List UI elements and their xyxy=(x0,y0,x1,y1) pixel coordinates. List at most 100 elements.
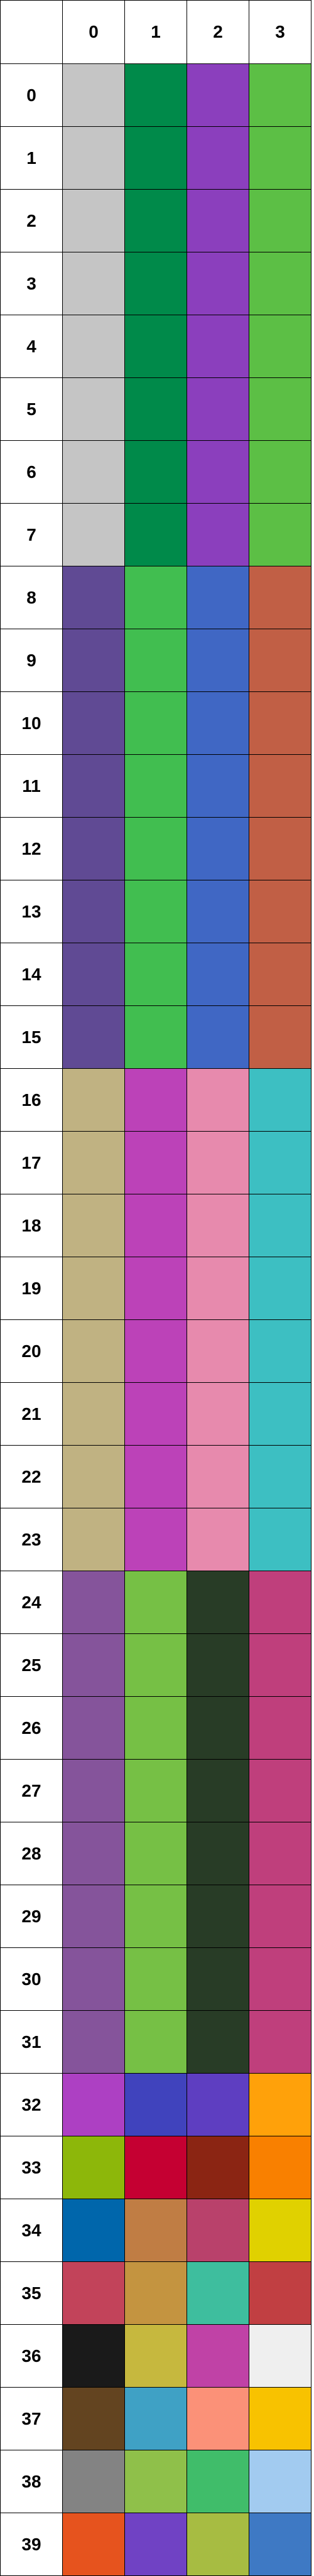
color-cell xyxy=(249,629,311,692)
color-cell xyxy=(187,1571,249,1634)
row-label: 35 xyxy=(0,2261,63,2325)
color-cell xyxy=(62,1131,125,1194)
color-cell xyxy=(124,817,187,880)
row-label: 11 xyxy=(0,754,63,818)
table-row: 6 xyxy=(0,440,311,504)
color-cell xyxy=(187,817,249,880)
color-cell xyxy=(124,1759,187,1822)
color-cell xyxy=(249,126,311,190)
color-cell xyxy=(124,2199,187,2262)
color-cell xyxy=(249,1194,311,1257)
color-cell xyxy=(124,1947,187,2011)
color-cell xyxy=(249,1885,311,1948)
row-label: 37 xyxy=(0,2387,63,2450)
color-cell xyxy=(187,943,249,1006)
color-cell xyxy=(249,1445,311,1508)
color-cell xyxy=(249,377,311,441)
row-label: 19 xyxy=(0,1257,63,1320)
color-cell xyxy=(62,2136,125,2199)
color-cell xyxy=(187,1319,249,1383)
color-cell xyxy=(249,1257,311,1320)
row-label: 27 xyxy=(0,1759,63,1822)
table-row: 19 xyxy=(0,1257,311,1320)
row-label: 17 xyxy=(0,1131,63,1194)
color-cell xyxy=(187,1382,249,1446)
color-cell xyxy=(249,440,311,504)
color-cell xyxy=(249,1822,311,1885)
table-row: 20 xyxy=(0,1319,311,1383)
color-cell xyxy=(124,1005,187,1069)
table-row: 17 xyxy=(0,1131,311,1194)
color-cell xyxy=(62,754,125,818)
color-cell xyxy=(62,63,125,127)
color-cell xyxy=(62,2261,125,2325)
color-cell xyxy=(62,1571,125,1634)
table-row: 33 xyxy=(0,2136,311,2199)
color-cell xyxy=(124,126,187,190)
color-cell xyxy=(124,1822,187,1885)
color-cell xyxy=(187,1257,249,1320)
color-cell xyxy=(187,691,249,755)
color-cell xyxy=(187,1445,249,1508)
table-row: 34 xyxy=(0,2199,311,2262)
color-cell xyxy=(187,315,249,378)
row-label: 7 xyxy=(0,503,63,566)
color-cell xyxy=(249,1005,311,1069)
row-label: 12 xyxy=(0,817,63,880)
color-cell xyxy=(187,440,249,504)
color-cell xyxy=(249,315,311,378)
color-cell xyxy=(62,2324,125,2388)
color-cell xyxy=(124,1571,187,1634)
color-cell xyxy=(62,377,125,441)
color-cell xyxy=(187,1633,249,1697)
row-label: 9 xyxy=(0,629,63,692)
row-label: 25 xyxy=(0,1633,63,1697)
color-cell xyxy=(249,1068,311,1132)
color-cell xyxy=(124,252,187,315)
color-cell xyxy=(62,1382,125,1446)
color-cell xyxy=(187,2199,249,2262)
color-cell xyxy=(249,2199,311,2262)
color-cell xyxy=(249,2450,311,2513)
color-cell xyxy=(124,1257,187,1320)
grid-body: 0 1 2 3 4 5 6 7 8 9 10 11 12 13 14 15 16 17 18 19 20 21 22 23 24… xyxy=(0,63,311,2576)
table-row: 32 xyxy=(0,2073,311,2136)
table-row: 12 xyxy=(0,817,311,880)
color-cell xyxy=(187,252,249,315)
color-cell xyxy=(187,1885,249,1948)
table-row: 18 xyxy=(0,1194,311,1257)
table-row: 22 xyxy=(0,1445,311,1508)
row-label: 6 xyxy=(0,440,63,504)
color-cell xyxy=(62,440,125,504)
row-label: 14 xyxy=(0,943,63,1006)
color-cell xyxy=(124,2513,187,2576)
table-row: 11 xyxy=(0,754,311,818)
color-cell xyxy=(62,1257,125,1320)
color-cell xyxy=(62,503,125,566)
row-label: 15 xyxy=(0,1005,63,1069)
color-cell xyxy=(249,2073,311,2136)
color-cell xyxy=(187,1131,249,1194)
table-row: 30 xyxy=(0,1947,311,2011)
color-cell xyxy=(62,1194,125,1257)
column-header-1: 1 xyxy=(124,0,187,64)
row-label: 34 xyxy=(0,2199,63,2262)
table-row: 23 xyxy=(0,1508,311,1571)
color-cell xyxy=(62,943,125,1006)
color-cell xyxy=(249,1319,311,1383)
color-cell xyxy=(124,1319,187,1383)
color-cell xyxy=(124,566,187,629)
color-cell xyxy=(187,2261,249,2325)
color-cell xyxy=(249,2261,311,2325)
color-cell xyxy=(249,880,311,943)
color-cell xyxy=(62,1885,125,1948)
color-cell xyxy=(249,1633,311,1697)
table-row: 28 xyxy=(0,1822,311,1885)
color-cell xyxy=(124,1885,187,1948)
row-label: 20 xyxy=(0,1319,63,1383)
color-cell xyxy=(249,252,311,315)
row-label: 30 xyxy=(0,1947,63,2011)
color-cell xyxy=(187,2010,249,2074)
color-cell xyxy=(187,629,249,692)
column-header-0: 0 xyxy=(62,0,125,64)
